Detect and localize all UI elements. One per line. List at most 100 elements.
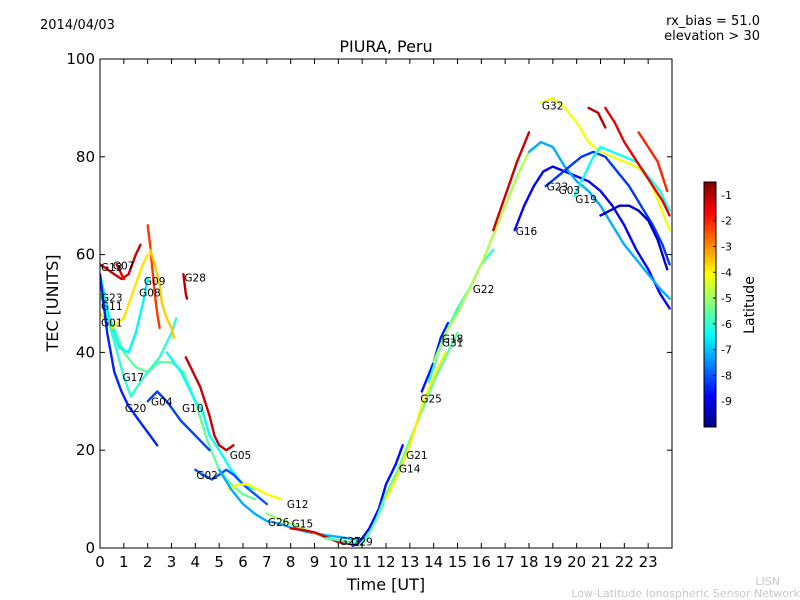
series-g32 [492, 131, 531, 232]
y-tick-label: 0 [85, 539, 95, 557]
x-tick-label: 16 [472, 553, 491, 571]
colorbar [703, 181, 717, 428]
y-axis-label: TEC [UNITS] [43, 255, 62, 353]
series-g05 [184, 356, 235, 452]
x-tick-label: 3 [167, 553, 177, 571]
plot-frame [99, 58, 673, 549]
series-g24 [604, 106, 671, 217]
satellite-label: G28 [184, 273, 206, 285]
series-g16 [513, 165, 671, 310]
x-tick-label: 15 [448, 553, 467, 571]
x-tick-label: 6 [238, 553, 248, 571]
x-tick-label: 8 [286, 553, 296, 571]
colorbar-tick-label: -7 [721, 344, 732, 357]
x-tick-label: 0 [95, 553, 105, 571]
satellite-label: G15 [292, 519, 314, 531]
x-tick-label: 11 [353, 553, 372, 571]
x-tick-label: 10 [329, 553, 348, 571]
series-g32c [587, 106, 607, 129]
colorbar-tick-label: -3 [721, 240, 732, 253]
satellite-label: G07 [113, 260, 134, 272]
colorbar-label: Latitude [742, 276, 758, 334]
series-g18 [420, 321, 450, 393]
colorbar-tick-label: -5 [721, 292, 732, 305]
series-g19 [573, 145, 671, 212]
x-tick-label: 22 [615, 553, 634, 571]
x-tick-label: 12 [376, 553, 395, 571]
series-g31 [427, 248, 495, 383]
satellite-label: G03 [559, 185, 581, 197]
satellite-label: G10 [182, 403, 204, 415]
series-g02 [194, 468, 268, 506]
x-tick-label: 18 [519, 553, 538, 571]
series-g28 [182, 273, 189, 300]
satellite-label: G20 [125, 403, 147, 415]
credit-short: LISN [755, 575, 780, 588]
colorbar-tick-label: -8 [721, 369, 732, 382]
satellite-label: G23 [547, 182, 569, 194]
satellite-label: G11 [101, 301, 123, 313]
x-axis-label: Time [UT] [346, 575, 425, 594]
satellite-label: G23 [101, 293, 123, 305]
series-g17 [100, 292, 178, 398]
x-tick-label: 7 [262, 553, 272, 571]
series-g13 [100, 243, 142, 281]
series-g23b [544, 150, 671, 266]
satellite-label: G29 [351, 537, 373, 549]
chart-title: PIURA, Peru [339, 37, 432, 56]
x-tick-label: 9 [310, 553, 320, 571]
series-g22 [432, 140, 543, 364]
y-axis: 0 20 40 60 80 100 [66, 50, 672, 557]
y-tick-label: 60 [76, 246, 95, 264]
series-g09 [146, 224, 161, 330]
colorbar-tick-label: -9 [721, 395, 732, 408]
date-label: 2014/04/03 [40, 18, 115, 33]
y-tick-label: 40 [76, 343, 95, 361]
x-tick-label: 14 [424, 553, 443, 571]
credit-long: Low-Latitude Ionospheric Sensor Network [571, 587, 800, 600]
satellite-label: G09 [144, 276, 166, 288]
satellite-label: G05 [230, 450, 252, 462]
y-tick-label: 100 [66, 50, 95, 68]
satellite-label: G19 [575, 194, 597, 206]
x-axis: 0 1 2 3 4 5 6 7 8 9 10 11 12 13 14 15 16 17 18 19 20 21 22 23 [95, 59, 658, 571]
y-tick-label: 80 [76, 148, 95, 166]
colorbar-tick-label: -2 [721, 215, 732, 228]
satellite-label: G22 [473, 284, 495, 296]
series-g23 [100, 273, 149, 354]
x-tick-label: 4 [191, 553, 201, 571]
satellite-label: G14 [399, 463, 421, 475]
series-g12 [227, 483, 283, 501]
satellite-label: G31 [442, 338, 464, 350]
satellite-label: G27 [339, 536, 361, 548]
series-g24b [637, 131, 669, 193]
satellite-label: G26 [268, 517, 290, 529]
colorbar-tick-label: -4 [721, 266, 732, 279]
satellite-label: G12 [287, 499, 309, 511]
x-tick-label: 20 [567, 553, 586, 571]
x-tick-label: 1 [119, 553, 129, 571]
series-g07 [115, 263, 126, 281]
satellite-label: G13 [101, 262, 123, 274]
colorbar-tick-label: -6 [721, 318, 732, 331]
satellite-label: G21 [406, 450, 428, 462]
series-g20 [100, 273, 159, 447]
satellite-label: G17 [122, 372, 144, 384]
series-g19b [599, 204, 669, 271]
series-layer [100, 96, 671, 547]
colorbar-tick-label: -1 [721, 189, 732, 202]
satellite-label: G08 [139, 287, 161, 299]
satellite-label: G32 [542, 100, 564, 112]
x-tick-label: 19 [543, 553, 562, 571]
x-tick-label: 17 [496, 553, 515, 571]
y-tick-label: 20 [76, 441, 95, 459]
rx-bias-label: rx_bias = 51.0 [666, 14, 760, 29]
series-g04 [146, 390, 211, 452]
series-g21 [358, 331, 459, 547]
series-g03 [527, 140, 671, 300]
colorbar-ticks: -1 -2 -3 -4 -5 -6 -7 -8 -9 [713, 189, 732, 408]
x-tick-label: 5 [214, 553, 224, 571]
series-g25 [384, 351, 447, 501]
